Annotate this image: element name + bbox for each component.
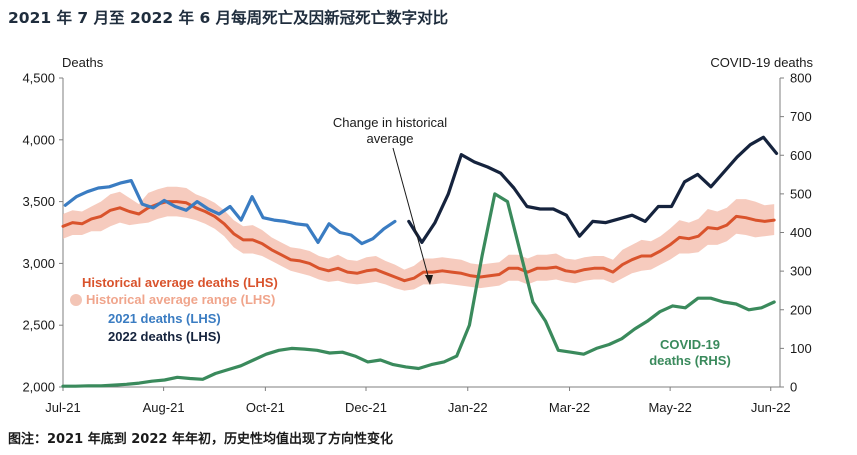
- y-tick-label: 4,500: [22, 71, 55, 86]
- legend-historical-average: Historical average deaths (LHS): [82, 275, 278, 290]
- historical-average-line: [61, 200, 776, 283]
- y-tick-label: 2,000: [22, 380, 55, 395]
- x-tick-label: Jan-22: [448, 400, 488, 415]
- x-tick-label: Aug-21: [143, 400, 185, 415]
- deaths-2022-line: [407, 135, 779, 244]
- covid-deaths-line: [61, 192, 776, 388]
- x-tick-label: Oct-21: [246, 400, 285, 415]
- annotation-arrowhead: [425, 275, 433, 285]
- series-lines-layer: [61, 135, 779, 388]
- y2-tick-label: 0: [790, 380, 797, 395]
- legend-covid-deaths-line2: deaths (RHS): [649, 353, 731, 368]
- footnote: 图注：2021 年底到 2022 年年初，历史性均值出现了方向性变化: [8, 432, 393, 447]
- historical-range-band: [63, 186, 775, 291]
- y2-tick-label: 700: [790, 109, 812, 124]
- chart-title: 2021 年 7 月至 2022 年 6 月每周死亡及因新冠死亡数字对比: [8, 9, 449, 27]
- y2-tick-label: 300: [790, 264, 812, 279]
- tick-labels-layer: 2,000 2,500 3,000 3,500 4,000 4,500 0 100 200 300…: [22, 71, 811, 416]
- x-tick-label: Jul-21: [45, 400, 80, 415]
- right-axis-label: COVID-19 deaths: [710, 55, 813, 70]
- y-tick-label: 2,500: [22, 318, 55, 333]
- range-band-layer: [63, 186, 775, 291]
- legend-2021-deaths: 2021 deaths (LHS): [108, 311, 221, 326]
- y2-tick-label: 600: [790, 148, 812, 163]
- annotation-arrow: [392, 147, 431, 284]
- y-tick-label: 3,000: [22, 256, 55, 271]
- y2-tick-label: 100: [790, 341, 812, 356]
- x-tick-label: Dec-21: [345, 400, 387, 415]
- annotation-line1: Change in historical: [333, 115, 447, 130]
- left-axis-label: Deaths: [62, 55, 104, 70]
- annotation-line2: average: [367, 131, 414, 146]
- legend-historical-range: Historical average range (LHS): [86, 292, 275, 307]
- y-tick-label: 3,500: [22, 194, 55, 209]
- x-tick-label: May-22: [648, 400, 691, 415]
- y2-tick-label: 800: [790, 71, 812, 86]
- x-tick-label: Mar-22: [549, 400, 590, 415]
- y2-tick-label: 200: [790, 302, 812, 317]
- y2-tick-label: 500: [790, 186, 812, 201]
- y2-tick-label: 400: [790, 225, 812, 240]
- y-tick-label: 4,000: [22, 132, 55, 147]
- deaths-2021-line: [63, 179, 397, 246]
- legend-range-swatch: [70, 294, 82, 306]
- legend-2022-deaths: 2022 deaths (LHS): [108, 329, 221, 344]
- legend-covid-deaths-line1: COVID-19: [660, 337, 720, 352]
- x-tick-label: Jun-22: [751, 400, 791, 415]
